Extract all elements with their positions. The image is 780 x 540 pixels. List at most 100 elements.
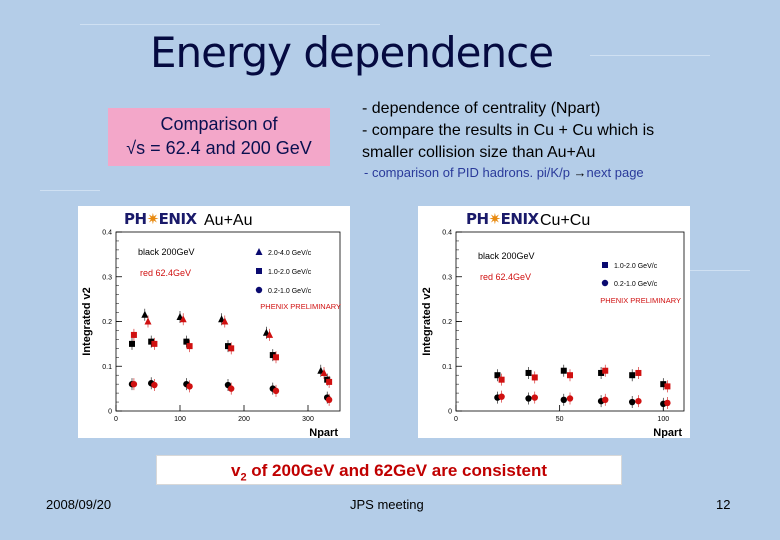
legend-marker xyxy=(255,248,263,255)
data-point xyxy=(660,381,667,388)
legend-entry-label: 2.0-4.0 GeV/c xyxy=(268,250,312,257)
data-point xyxy=(266,330,274,338)
data-point xyxy=(566,395,574,402)
auau-system-label: Au+Au xyxy=(204,212,253,229)
data-point xyxy=(179,315,187,323)
bullet-1: - dependence of centrality (Npart) xyxy=(362,100,601,117)
legend-entry-label: 0.2-1.0 GeV/c xyxy=(614,281,658,288)
data-point xyxy=(560,396,567,404)
auau-chart-panel: 0 0.1 0.2 0.3 0.4 0 100 200 300 Integrated v2 Npar… xyxy=(78,206,350,438)
data-point xyxy=(525,395,532,402)
data-point xyxy=(498,393,505,400)
arrow-right-icon: → xyxy=(573,165,587,180)
y-tick-label: 0.2 xyxy=(102,319,112,326)
x-tick-label: 0 xyxy=(454,416,458,423)
y-tick-label: 0 xyxy=(108,409,112,416)
background-line xyxy=(80,24,380,25)
preliminary-label: PHENIX PRELIMINARY xyxy=(600,296,681,305)
legend-red-label: red 62.4GeV xyxy=(480,272,531,282)
y-tick-label: 0.4 xyxy=(102,230,112,237)
data-point xyxy=(221,317,229,325)
data-point xyxy=(130,331,137,338)
x-tick-label: 50 xyxy=(556,416,564,423)
legend-marker xyxy=(602,262,608,268)
x-tick-label: 200 xyxy=(238,416,250,423)
footer-date: 2008/09/20 xyxy=(46,497,112,512)
data-point xyxy=(151,340,158,347)
data-point xyxy=(144,317,152,325)
logo-text-a: PH xyxy=(466,210,489,228)
data-point xyxy=(320,368,328,376)
data-point xyxy=(141,310,149,318)
y-tick-label: 0 xyxy=(448,409,452,416)
data-point xyxy=(602,396,609,404)
data-point xyxy=(531,394,538,401)
data-point xyxy=(151,381,158,389)
data-point xyxy=(628,398,636,406)
x-tick-label: 0 xyxy=(114,416,118,423)
legend-entry-label: 0.2-1.0 GeV/c xyxy=(268,288,312,295)
data-point xyxy=(629,372,636,379)
bullet-2: - compare the results in Cu + Cu which i… xyxy=(362,122,655,139)
data-point xyxy=(186,383,193,390)
legend-black-label: black 200GeV xyxy=(138,247,195,257)
data-point xyxy=(130,380,138,388)
phenix-logo: PH✷ENIX xyxy=(466,210,539,228)
data-point xyxy=(664,383,671,390)
cucu-chart: 0 0.1 0.2 0.3 0.4 0 50 100 Integrated v2 Npart bla… xyxy=(421,230,685,438)
x-axis-label: Npart xyxy=(653,427,682,438)
bullet-3: smaller collision size than Au+Au xyxy=(362,144,596,161)
data-point xyxy=(325,396,333,404)
logo-text-b: ENIX xyxy=(500,210,539,228)
x-tick-label: 300 xyxy=(302,416,314,423)
page-title: Energy dependence xyxy=(150,28,554,77)
footer-page-number: 12 xyxy=(716,497,731,512)
data-point xyxy=(326,378,333,385)
y-axis-label: Integrated v2 xyxy=(421,287,433,355)
cucu-chart-panel: 0 0.1 0.2 0.3 0.4 0 50 100 Integrated v2 Npart bla… xyxy=(418,206,690,438)
logo-star-icon: ✷ xyxy=(146,210,160,228)
legend-marker xyxy=(601,279,609,287)
sub-bullet: - comparison of PID hadrons. pi/K/p →nex… xyxy=(364,165,774,180)
y-axis-label: Integrated v2 xyxy=(81,287,93,355)
legend-entry-label: 1.0-2.0 GeV/c xyxy=(614,263,658,270)
data-point xyxy=(560,367,567,374)
logo-text-b: ENIX xyxy=(158,210,197,228)
background-line xyxy=(590,55,710,56)
preliminary-label: PHENIX PRELIMINARY xyxy=(260,302,341,311)
data-point xyxy=(228,345,235,352)
logo-star-icon: ✷ xyxy=(488,210,502,228)
phenix-logo: PH✷ENIX xyxy=(124,210,197,228)
comparison-box: Comparison of √s = 62.4 and 200 GeV xyxy=(108,108,330,166)
data-point xyxy=(148,338,155,345)
data-point xyxy=(494,372,501,379)
y-tick-label: 0.2 xyxy=(442,319,452,326)
data-point xyxy=(129,340,135,347)
y-tick-label: 0.3 xyxy=(102,274,112,281)
y-tick-label: 0.1 xyxy=(102,364,112,371)
sub-bullet-tail: next page xyxy=(586,165,644,180)
x-tick-label: 100 xyxy=(174,416,186,423)
comparison-line-1: Comparison of xyxy=(160,114,278,134)
y-tick-label: 0.1 xyxy=(442,364,452,371)
x-axis-label: Npart xyxy=(309,427,338,438)
data-point xyxy=(664,399,671,407)
legend-red-label: red 62.4GeV xyxy=(140,268,191,278)
bullet-list: - dependence of centrality (Npart) - com… xyxy=(362,98,772,164)
sub-bullet-text: - comparison of PID hadrons. pi/K/p xyxy=(364,165,574,180)
data-point xyxy=(598,369,605,376)
y-tick-label: 0.4 xyxy=(442,230,452,237)
conclusion-box: v2 of 200GeV and 62GeV are consistent xyxy=(156,455,622,485)
conclusion-text: of 200GeV and 62GeV are consistent xyxy=(246,461,548,480)
comparison-line-2: √s = 62.4 and 200 GeV xyxy=(126,138,312,158)
data-point xyxy=(525,369,532,376)
data-point xyxy=(531,374,538,381)
data-point xyxy=(272,387,280,395)
background-line xyxy=(40,190,100,191)
data-point xyxy=(567,372,573,379)
data-point xyxy=(225,343,231,350)
data-point xyxy=(635,397,642,405)
data-point xyxy=(269,352,276,359)
footer-meeting: JPS meeting xyxy=(350,497,424,512)
data-point xyxy=(273,354,279,361)
